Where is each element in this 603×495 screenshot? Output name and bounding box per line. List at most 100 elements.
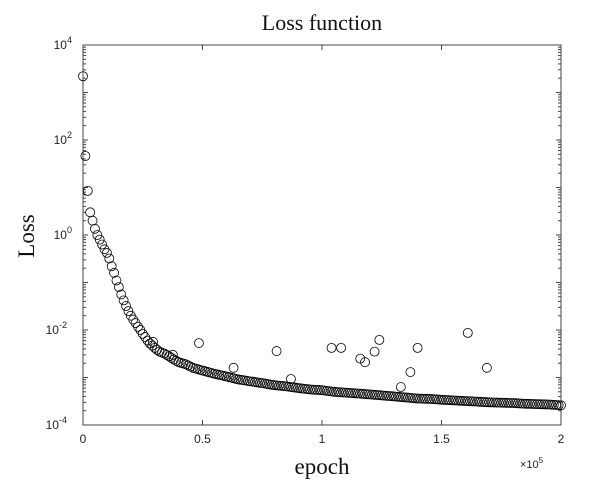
data-point-interp [362,389,373,400]
data-point [460,396,471,406]
outlier-point [374,334,385,345]
outlier-point [326,342,337,353]
data-point [90,223,100,234]
data-point-interp [345,388,356,398]
data-point-interp [438,394,449,405]
x-exponent-base: ×10 [520,459,539,471]
data-point-interp [398,392,409,403]
outlier-point [395,382,406,392]
data-point-interp [314,385,325,395]
data-point-interp [455,395,466,406]
data-point-interp [183,360,194,371]
data-point [116,289,127,300]
data-point [305,384,315,395]
y-tick-label: 104 [54,35,72,52]
data-point-interp [384,391,394,401]
data-point-interp [450,395,461,406]
data-point-interp [482,397,492,408]
data-point-interp [525,399,535,409]
plot-box [82,44,562,426]
data-point-interp [465,396,476,407]
x-tick-label: 1.5 [433,432,450,446]
data-point [508,398,519,408]
data-point-interp [185,361,196,372]
y-tick-exp: 4 [67,35,72,45]
y-tick-base: 10 [54,133,68,147]
x-tick-label: 2 [558,432,565,446]
data-point-interp [513,398,523,409]
data-point [123,306,134,316]
data-point-interp [486,397,497,408]
data-point-interp [462,396,473,407]
data-point [113,282,124,293]
data-point-interp [467,396,478,407]
outlier-point [228,362,239,373]
data-point [484,397,495,408]
data-point [92,230,103,240]
data-point-interp [395,392,406,402]
data-point-interp [372,390,382,400]
data-point-interp [171,355,182,366]
data-point-interp [350,388,361,399]
data-point-interp [546,399,557,410]
data-point-interp [422,393,433,404]
data-point-interp [534,399,545,410]
y-tick-exp: 2 [67,130,72,140]
data-point-interp [415,393,425,404]
data-point-interp [434,394,445,405]
data-point [364,389,375,400]
data-point [352,388,363,399]
data-point [329,386,339,397]
data-point [556,400,566,411]
data-point [448,395,459,406]
outlier-point [412,342,423,353]
data-point [544,399,554,410]
data-point-interp [391,391,401,402]
data-point [104,253,115,264]
data-point-interp [429,394,440,405]
data-points [78,71,566,411]
y-tick-base: 10 [54,228,68,242]
data-point-interp [510,398,521,409]
data-point-interp [343,387,354,398]
data-point-interp [417,393,428,404]
data-point-interp [367,389,378,400]
data-point-interp [522,398,533,409]
data-point-interp [498,397,509,408]
outlier-point [286,374,296,384]
data-point [376,390,387,401]
x-exponent: 5 [539,456,544,465]
data-point [85,207,96,218]
data-point-interp [161,349,172,360]
data-point-interp [491,397,502,408]
y-tick-base: 10 [46,418,60,432]
data-point [130,318,141,328]
data-point [97,239,108,250]
data-point-interp [386,391,397,402]
data-point-interp [505,398,516,408]
x-exponent-label: ×105 [520,456,544,471]
y-tick-exp: -2 [59,320,67,330]
data-point [87,215,98,226]
data-point-interp [539,399,550,410]
data-point [128,314,139,325]
data-point [496,397,507,408]
data-point-interp [379,390,390,401]
data-point [121,301,131,311]
data-point [82,185,93,196]
data-point [472,396,483,407]
data-point-interp [493,397,504,408]
data-point-interp [431,394,442,405]
data-point [109,267,119,278]
data-point-interp [474,396,485,407]
y-tick-label: 100 [54,225,72,242]
data-point [106,261,117,272]
data-point-interp [548,399,559,410]
data-point [388,391,399,402]
data-point-interp [369,389,380,400]
data-point-interp [307,384,318,395]
outlier-point [271,346,282,356]
y-tick-base: 10 [54,38,68,52]
